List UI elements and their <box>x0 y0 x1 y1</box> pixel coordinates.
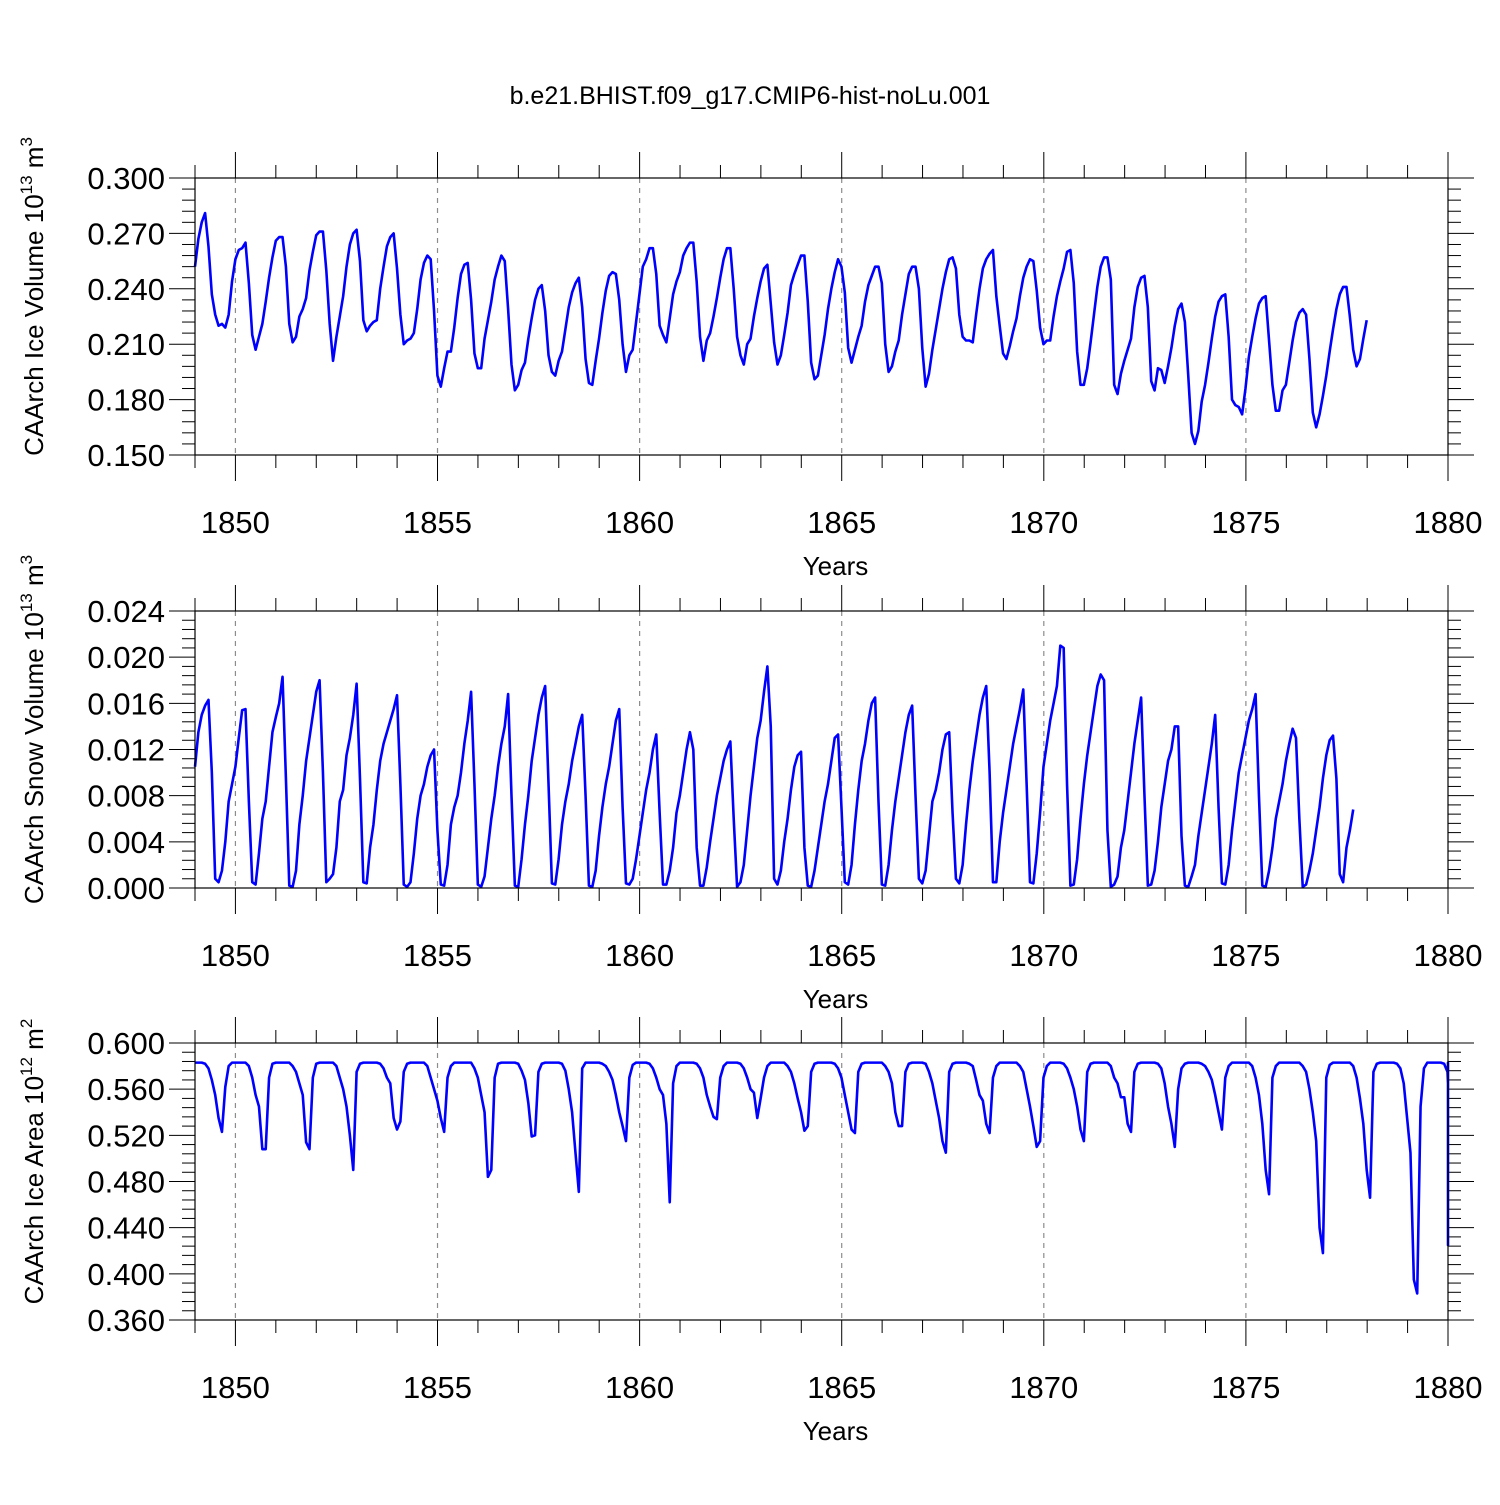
y-tick-label: 0.024 <box>87 594 165 629</box>
y-axis-title-exp: 13 <box>17 593 36 612</box>
x-tick-label: 1880 <box>1414 505 1483 540</box>
x-tick-label: 1850 <box>201 1370 270 1405</box>
x-tick-label: 1870 <box>1009 1370 1078 1405</box>
x-tick-label: 1875 <box>1211 1370 1280 1405</box>
y-axis-title-unit-exp: 3 <box>17 137 36 146</box>
x-tick-label: 1850 <box>201 938 270 973</box>
x-tick-label: 1865 <box>807 505 876 540</box>
y-axis-title-unit: m <box>19 564 49 593</box>
x-tick-label: 1875 <box>1211 505 1280 540</box>
y-axis-title-unit-exp: 3 <box>17 555 36 564</box>
series-line-snow-volume <box>193 644 1355 889</box>
y-tick-label: 0.560 <box>87 1072 165 1107</box>
x-tick-label: 1865 <box>807 938 876 973</box>
x-tick-label: 1855 <box>403 938 472 973</box>
y-tick-label: 0.012 <box>87 733 165 768</box>
y-tick-label: 0.600 <box>87 1026 165 1061</box>
x-tick-label: 1860 <box>605 938 674 973</box>
y-axis-title-main: CAArch Snow Volume 10 <box>19 612 49 904</box>
y-tick-label: 0.180 <box>87 383 165 418</box>
y-tick-label: 0.004 <box>87 825 165 860</box>
y-tick-label: 0.300 <box>87 161 165 196</box>
y-axis-title-exp: 12 <box>17 1057 36 1076</box>
panel-ice-area: 0.360 0.400 0.440 0.480 0.520 0.560 0.600 1850 1… <box>17 1017 1482 1446</box>
plot-frame <box>194 177 1449 456</box>
x-tick-label: 1860 <box>605 505 674 540</box>
x-axis-title: Years <box>803 551 869 581</box>
x-tick-label: 1880 <box>1414 1370 1483 1405</box>
x-axis-title: Years <box>803 1416 869 1446</box>
y-tick-label: 0.360 <box>87 1303 165 1338</box>
panel-ice-volume: 0.150 0.180 0.210 0.240 0.270 0.300 1850 1855 18… <box>17 137 1482 581</box>
y-tick-label: 0.000 <box>87 871 165 906</box>
y-axis-title-main: CAArch Ice Area 10 <box>19 1076 49 1304</box>
y-axis-title-exp: 13 <box>17 175 36 194</box>
y-axis-title-unit: m <box>19 147 49 176</box>
x-tick-label: 1870 <box>1009 938 1078 973</box>
panel-snow-volume: 0.000 0.004 0.008 0.012 0.016 0.020 0.024 1850 1… <box>17 555 1482 1014</box>
chart-title: b.e21.BHIST.f09_g17.CMIP6-hist-noLu.001 <box>510 82 991 110</box>
y-axis-title: CAArch Ice Volume 1013 m3 <box>17 137 49 456</box>
y-axis-title: CAArch Ice Area 1012 m2 <box>17 1019 49 1305</box>
plot-frame <box>194 1042 1449 1321</box>
y-tick-label: 0.210 <box>87 327 165 362</box>
y-tick-label: 0.480 <box>87 1165 165 1200</box>
y-tick-label: 0.520 <box>87 1118 165 1153</box>
series-line-ice-volume <box>193 211 1368 446</box>
y-axis-title: CAArch Snow Volume 1013 m3 <box>17 555 49 904</box>
x-tick-label: 1880 <box>1414 938 1483 973</box>
series-line-ice-area <box>195 1061 1450 1295</box>
x-axis-title: Years <box>803 984 869 1014</box>
x-tick-label: 1865 <box>807 1370 876 1405</box>
y-tick-label: 0.400 <box>87 1257 165 1292</box>
plot-frame <box>194 610 1449 889</box>
y-tick-label: 0.270 <box>87 216 165 251</box>
panels: 0.150 0.180 0.210 0.240 0.270 0.300 1850 1855 18… <box>17 137 1482 1446</box>
y-axis-title-unit-exp: 2 <box>17 1019 36 1028</box>
x-tick-label: 1850 <box>201 505 270 540</box>
x-tick-label: 1870 <box>1009 505 1078 540</box>
y-tick-label: 0.240 <box>87 272 165 307</box>
y-tick-label: 0.008 <box>87 779 165 814</box>
x-tick-label: 1855 <box>403 1370 472 1405</box>
x-tick-label: 1855 <box>403 505 472 540</box>
x-tick-label: 1875 <box>1211 938 1280 973</box>
y-axis-title-main: CAArch Ice Volume 10 <box>19 194 49 456</box>
y-tick-label: 0.150 <box>87 438 165 473</box>
y-tick-label: 0.016 <box>87 686 165 721</box>
y-tick-label: 0.020 <box>87 640 165 675</box>
y-axis-title-unit: m <box>19 1028 49 1057</box>
y-tick-label: 0.440 <box>87 1211 165 1246</box>
x-tick-label: 1860 <box>605 1370 674 1405</box>
